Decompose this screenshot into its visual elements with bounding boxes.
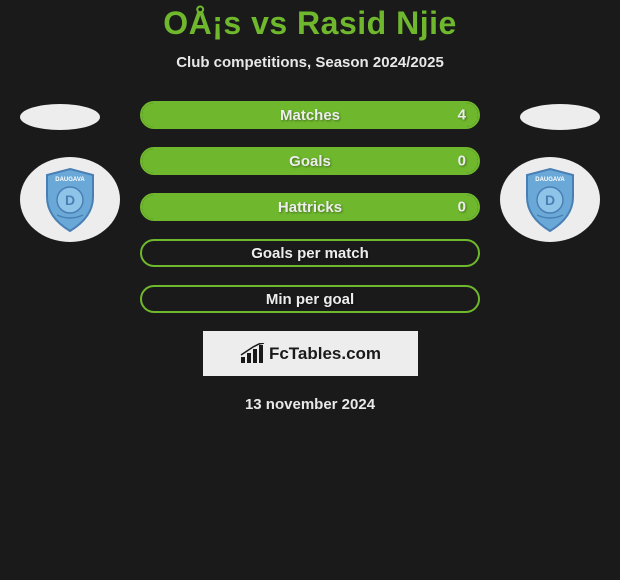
stat-row-goals-per-match: Goals per match (140, 239, 480, 267)
stats-area: DAUGAVA D DAUGAVA D (0, 101, 620, 413)
stat-value-right: 4 (458, 107, 466, 124)
player-photo-right (520, 104, 600, 130)
stat-row-matches: Matches 4 (140, 101, 480, 129)
page-title: OÅ¡s vs Rasid Njie (0, 5, 620, 42)
shield-icon: DAUGAVA D (521, 167, 579, 233)
svg-text:D: D (545, 192, 555, 208)
stat-label: Goals (289, 153, 331, 170)
shield-icon: DAUGAVA D (41, 167, 99, 233)
footer-date: 13 november 2024 (0, 396, 620, 413)
comparison-card: OÅ¡s vs Rasid Njie Club competitions, Se… (0, 0, 620, 413)
logo-text: FcTables.com (269, 344, 381, 364)
player-photo-left (20, 104, 100, 130)
stat-row-goals: Goals 0 (140, 147, 480, 175)
svg-text:D: D (65, 192, 75, 208)
stat-label: Matches (280, 107, 340, 124)
stat-rows: Matches 4 Goals 0 Hattricks 0 Goals per … (140, 101, 480, 313)
brand-logo[interactable]: FcTables.com (203, 331, 418, 376)
stat-row-hattricks: Hattricks 0 (140, 193, 480, 221)
stat-row-min-per-goal: Min per goal (140, 285, 480, 313)
stat-label: Min per goal (266, 291, 354, 308)
club-badge-right: DAUGAVA D (500, 157, 600, 242)
club-name-text: DAUGAVA (55, 177, 85, 183)
subtitle: Club competitions, Season 2024/2025 (0, 54, 620, 71)
stat-value-right: 0 (458, 153, 466, 170)
stat-value-right: 0 (458, 199, 466, 216)
club-name-text: DAUGAVA (535, 177, 565, 183)
stat-label: Goals per match (251, 245, 369, 262)
logo-inner: FcTables.com (239, 343, 381, 365)
stat-label: Hattricks (278, 199, 342, 216)
club-badge-left: DAUGAVA D (20, 157, 120, 242)
chart-icon (239, 343, 265, 365)
